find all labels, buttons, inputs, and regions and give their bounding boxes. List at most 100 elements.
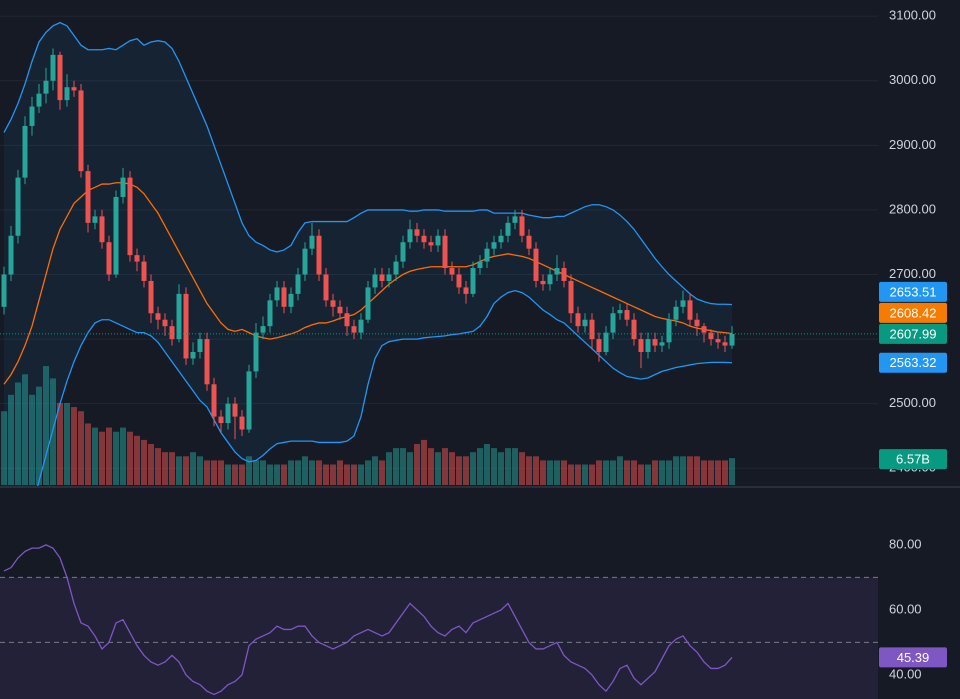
candle-body [610,313,616,333]
volume-bar [141,439,147,485]
candle-body [547,274,553,285]
volume-bar [148,444,154,485]
volume-bar [57,403,63,485]
basis-badge-bg [879,302,947,323]
volume-bar [428,448,434,485]
candle-body [568,280,574,314]
candle-body [288,293,294,307]
volume-bar [526,456,532,485]
volume-bar [274,464,280,485]
volume-bar [561,460,567,485]
volume-bar [708,460,714,485]
volume-bar [407,452,413,485]
candle-body [211,384,217,417]
volume-bar [127,431,133,485]
volume-bar [316,460,322,485]
volume-bar [43,366,49,485]
candle-body [673,306,679,320]
volume-bar [540,460,546,485]
volume-bar [134,435,140,485]
volume-bar [365,460,371,485]
volume-bar [575,464,581,485]
candle-body [218,416,224,424]
candle-body [645,339,651,353]
lower-band-badge-bg [879,352,947,373]
candle-body [78,90,84,172]
candle-body [477,261,483,269]
candle-body [540,280,546,285]
volume-bar [603,460,609,485]
volume-bar [330,464,336,485]
volume-bar [638,464,644,485]
candle-body [155,313,161,320]
candle-body [428,242,434,246]
volume-bar [211,460,217,485]
volume-bar [85,423,91,485]
upper-band-badge: 2653.51 [890,284,937,299]
candle-body [708,332,714,340]
volume-bar [484,444,490,485]
volume-bar [337,460,343,485]
volume-bar [295,460,301,485]
volume-bar [267,464,273,485]
volume-bar [589,464,595,485]
candle-body [379,274,385,281]
volume-bar [239,464,245,485]
volume-bar [162,452,168,485]
candle-body [407,229,413,243]
candle-body [414,229,420,236]
candle-body [680,300,686,307]
candle-body [113,196,119,275]
price-badge: 2607.99 [890,326,937,341]
volume-bar [190,452,196,485]
candle-body [729,333,735,346]
candle-body [281,287,287,307]
candle-body [575,313,581,327]
candle-body [92,216,98,223]
candle-body [659,342,665,346]
candle-body [337,306,343,314]
candle-body [554,268,560,275]
volume-bar [729,458,735,485]
candle-body [449,268,455,275]
candle-body [491,242,497,249]
candle-body [134,255,140,262]
volume-bar [442,448,448,485]
candle-body [442,235,448,269]
volume-bar [694,456,700,485]
volume-bar [1,411,7,485]
candle-body [687,300,693,320]
volume-bar [309,460,315,485]
candle-body [8,235,14,275]
volume-bar [596,460,602,485]
price-badge-bg [879,323,947,344]
candle-body [624,310,630,320]
candle-body [582,319,588,327]
volume-bar [470,452,476,485]
volume-bar [680,456,686,485]
candle-body [372,274,378,288]
volume-bar [218,460,224,485]
candle-body [358,319,364,333]
rsi-tick-label: 80.00 [889,536,922,551]
candle-body [85,171,91,223]
volume-bar [358,464,364,485]
candle-body [64,87,70,101]
volume-bar [176,456,182,485]
volume-bar [652,460,658,485]
candle-body [386,274,392,281]
volume-bar [106,427,112,485]
candle-body [638,339,644,353]
candle-body [365,287,371,320]
candle-body [561,268,567,281]
volume-bar [204,460,210,485]
candle-body [253,332,259,372]
rsi-tick-label: 60.00 [889,601,922,616]
volume-bar [197,456,203,485]
volume-bar [568,464,574,485]
candle-body [176,293,182,340]
volume-bar [400,448,406,485]
volume-bar [414,444,420,485]
volume-bar [435,452,441,485]
volume-bar [253,460,259,485]
